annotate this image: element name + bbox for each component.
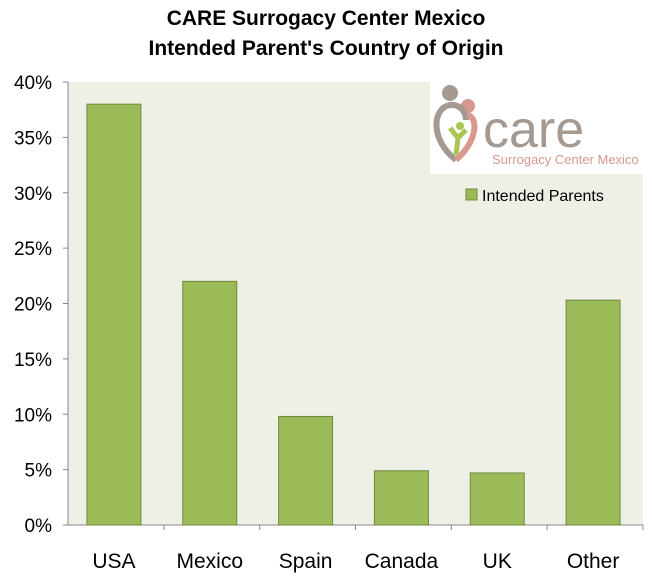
y-tick-label: 40% <box>14 73 52 94</box>
x-tick-label: USA <box>92 550 135 573</box>
x-tick-label: Mexico <box>176 550 243 573</box>
legend: Intended Parents <box>465 188 604 205</box>
x-axis-labels: USA Mexico Spain Canada UK Other <box>92 525 644 573</box>
y-tick-label: 30% <box>14 184 52 205</box>
bar-other <box>565 299 621 526</box>
bar-mexico <box>182 280 238 526</box>
logo-head-icon <box>442 85 458 101</box>
y-tick-label: 35% <box>14 128 52 149</box>
title-line-1: CARE Surrogacy Center Mexico <box>166 7 486 30</box>
chart-title: CARE Surrogacy Center Mexico Intended Pa… <box>0 4 652 64</box>
x-tick-label: Spain <box>279 550 333 573</box>
logo: care Surrogacy Center Mexico <box>430 82 643 174</box>
bar-uk <box>469 472 525 526</box>
x-tick-label: UK <box>483 550 512 573</box>
logo-text: care <box>483 101 584 159</box>
y-tick-label: 15% <box>14 350 52 371</box>
title-line-2: Intended Parent's Country of Origin <box>148 37 504 60</box>
legend-label: Intended Parents <box>482 188 604 205</box>
y-tick-label: 5% <box>25 461 53 482</box>
bar-usa <box>86 103 142 526</box>
logo-heart-icon <box>433 101 469 163</box>
y-tick-label: 25% <box>14 239 52 260</box>
bar-spain <box>278 415 334 526</box>
y-tick-label: 0% <box>25 516 53 537</box>
bars <box>86 103 621 526</box>
bar-canada <box>373 470 429 526</box>
y-axis: 0% 5% 10% 15% 20% 25% 30% 35% 40% <box>14 73 643 537</box>
legend-swatch <box>465 188 478 201</box>
x-tick-label: Canada <box>365 550 439 573</box>
x-tick-label: Other <box>567 550 620 573</box>
y-tick-label: 20% <box>14 295 52 316</box>
logo-tagline: Surrogacy Center Mexico <box>492 152 639 167</box>
y-tick-label: 10% <box>14 405 52 426</box>
